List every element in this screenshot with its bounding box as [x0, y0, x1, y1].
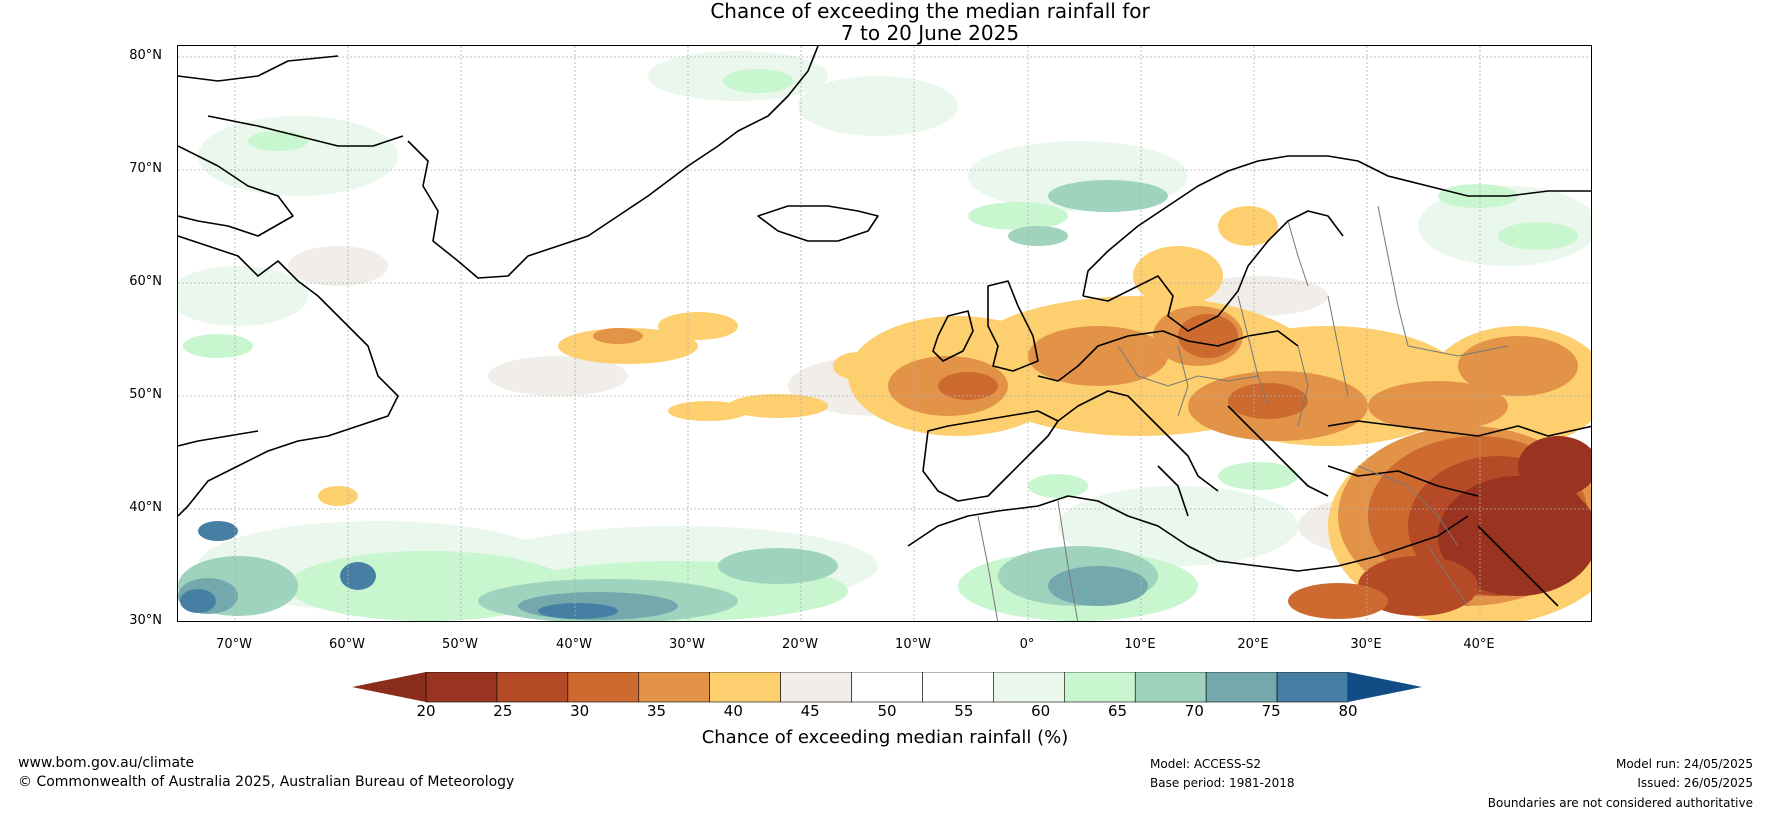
lat-label-50n: 50°N: [129, 387, 162, 402]
colorbar-segment: [851, 672, 923, 703]
colorbar-segment: [496, 672, 569, 703]
disclaimer-text: Boundaries are not considered authoritat…: [1487, 796, 1753, 810]
lon-label-60w: 60°W: [329, 637, 365, 652]
colorbar-tick-label: 75: [1261, 702, 1281, 720]
colorbar-tick-label: 30: [570, 702, 590, 720]
colorbar-tick-label: 80: [1338, 702, 1358, 720]
lon-label-0: 0°: [1019, 637, 1035, 652]
model-text: Model: ACCESS-S2: [1150, 757, 1262, 771]
lon-label-40e: 40°E: [1463, 637, 1495, 652]
colorbar-segment: [638, 672, 710, 703]
lon-label-40w: 40°W: [556, 637, 592, 652]
colorbar-tick-label: 40: [723, 702, 743, 720]
lat-label-60n: 60°N: [129, 274, 162, 289]
colorbar-segment: [1276, 672, 1349, 703]
colorbar-segment: [709, 672, 781, 703]
colorbar-tick-label: 70: [1184, 702, 1204, 720]
lat-label-40n: 40°N: [129, 500, 162, 515]
lon-label-50w: 50°W: [442, 637, 478, 652]
coastlines: [178, 46, 1591, 607]
colorbar-segment: [1064, 672, 1136, 703]
colorbar-segment: [780, 672, 852, 703]
colorbar-segment: [1134, 672, 1207, 703]
colorbar: [352, 672, 1422, 703]
lon-label-30e: 30°E: [1350, 637, 1382, 652]
rainfall-map: [177, 45, 1592, 622]
wet-patches: [178, 51, 1591, 621]
colorbar-segment: [922, 672, 994, 703]
lon-label-30w: 30°W: [669, 637, 705, 652]
title-line-1: Chance of exceeding the median rainfall …: [710, 0, 1150, 23]
colorbar-low-extension: [352, 672, 426, 702]
base-period-text: Base period: 1981-2018: [1150, 776, 1295, 790]
lon-label-10w: 10°W: [895, 637, 931, 652]
graticule: [178, 46, 1591, 621]
colorbar-tick-label: 45: [800, 702, 820, 720]
colorbar-segment: [567, 672, 640, 703]
colorbar-segment: [425, 672, 498, 703]
copyright-text: © Commonwealth of Australia 2025, Austra…: [18, 774, 515, 790]
lat-label-80n: 80°N: [129, 48, 162, 63]
map-canvas: [178, 46, 1591, 621]
lon-label-20e: 20°E: [1237, 637, 1269, 652]
colorbar-label: Chance of exceeding median rainfall (%): [701, 727, 1069, 748]
colorbar-tick-label: 25: [493, 702, 513, 720]
model-run-text: Model run: 24/05/2025: [1615, 757, 1753, 771]
lon-label-10e: 10°E: [1124, 637, 1156, 652]
lat-label-30n: 30°N: [129, 613, 162, 628]
colorbar-tick-label: 20: [416, 702, 436, 720]
country-borders: [977, 205, 1509, 621]
issued-text: Issued: 26/05/2025: [1637, 776, 1753, 790]
colorbar-tick-label: 55: [954, 702, 974, 720]
title-line-2: 7 to 20 June 2025: [840, 21, 1020, 45]
colorbar-segment: [1205, 672, 1278, 703]
colorbar-tick-label: 65: [1107, 702, 1128, 720]
lon-label-70w: 70°W: [216, 637, 252, 652]
colorbar-tick-label: 35: [646, 702, 667, 720]
colorbar-high-extension: [1348, 672, 1422, 702]
lat-label-70n: 70°N: [129, 161, 162, 176]
website-link[interactable]: www.bom.gov.au/climate: [18, 755, 195, 771]
lon-label-20w: 20°W: [782, 637, 818, 652]
colorbar-segment: [993, 672, 1065, 703]
colorbar-tick-label: 50: [877, 702, 897, 720]
colorbar-tick-label: 60: [1031, 702, 1051, 720]
